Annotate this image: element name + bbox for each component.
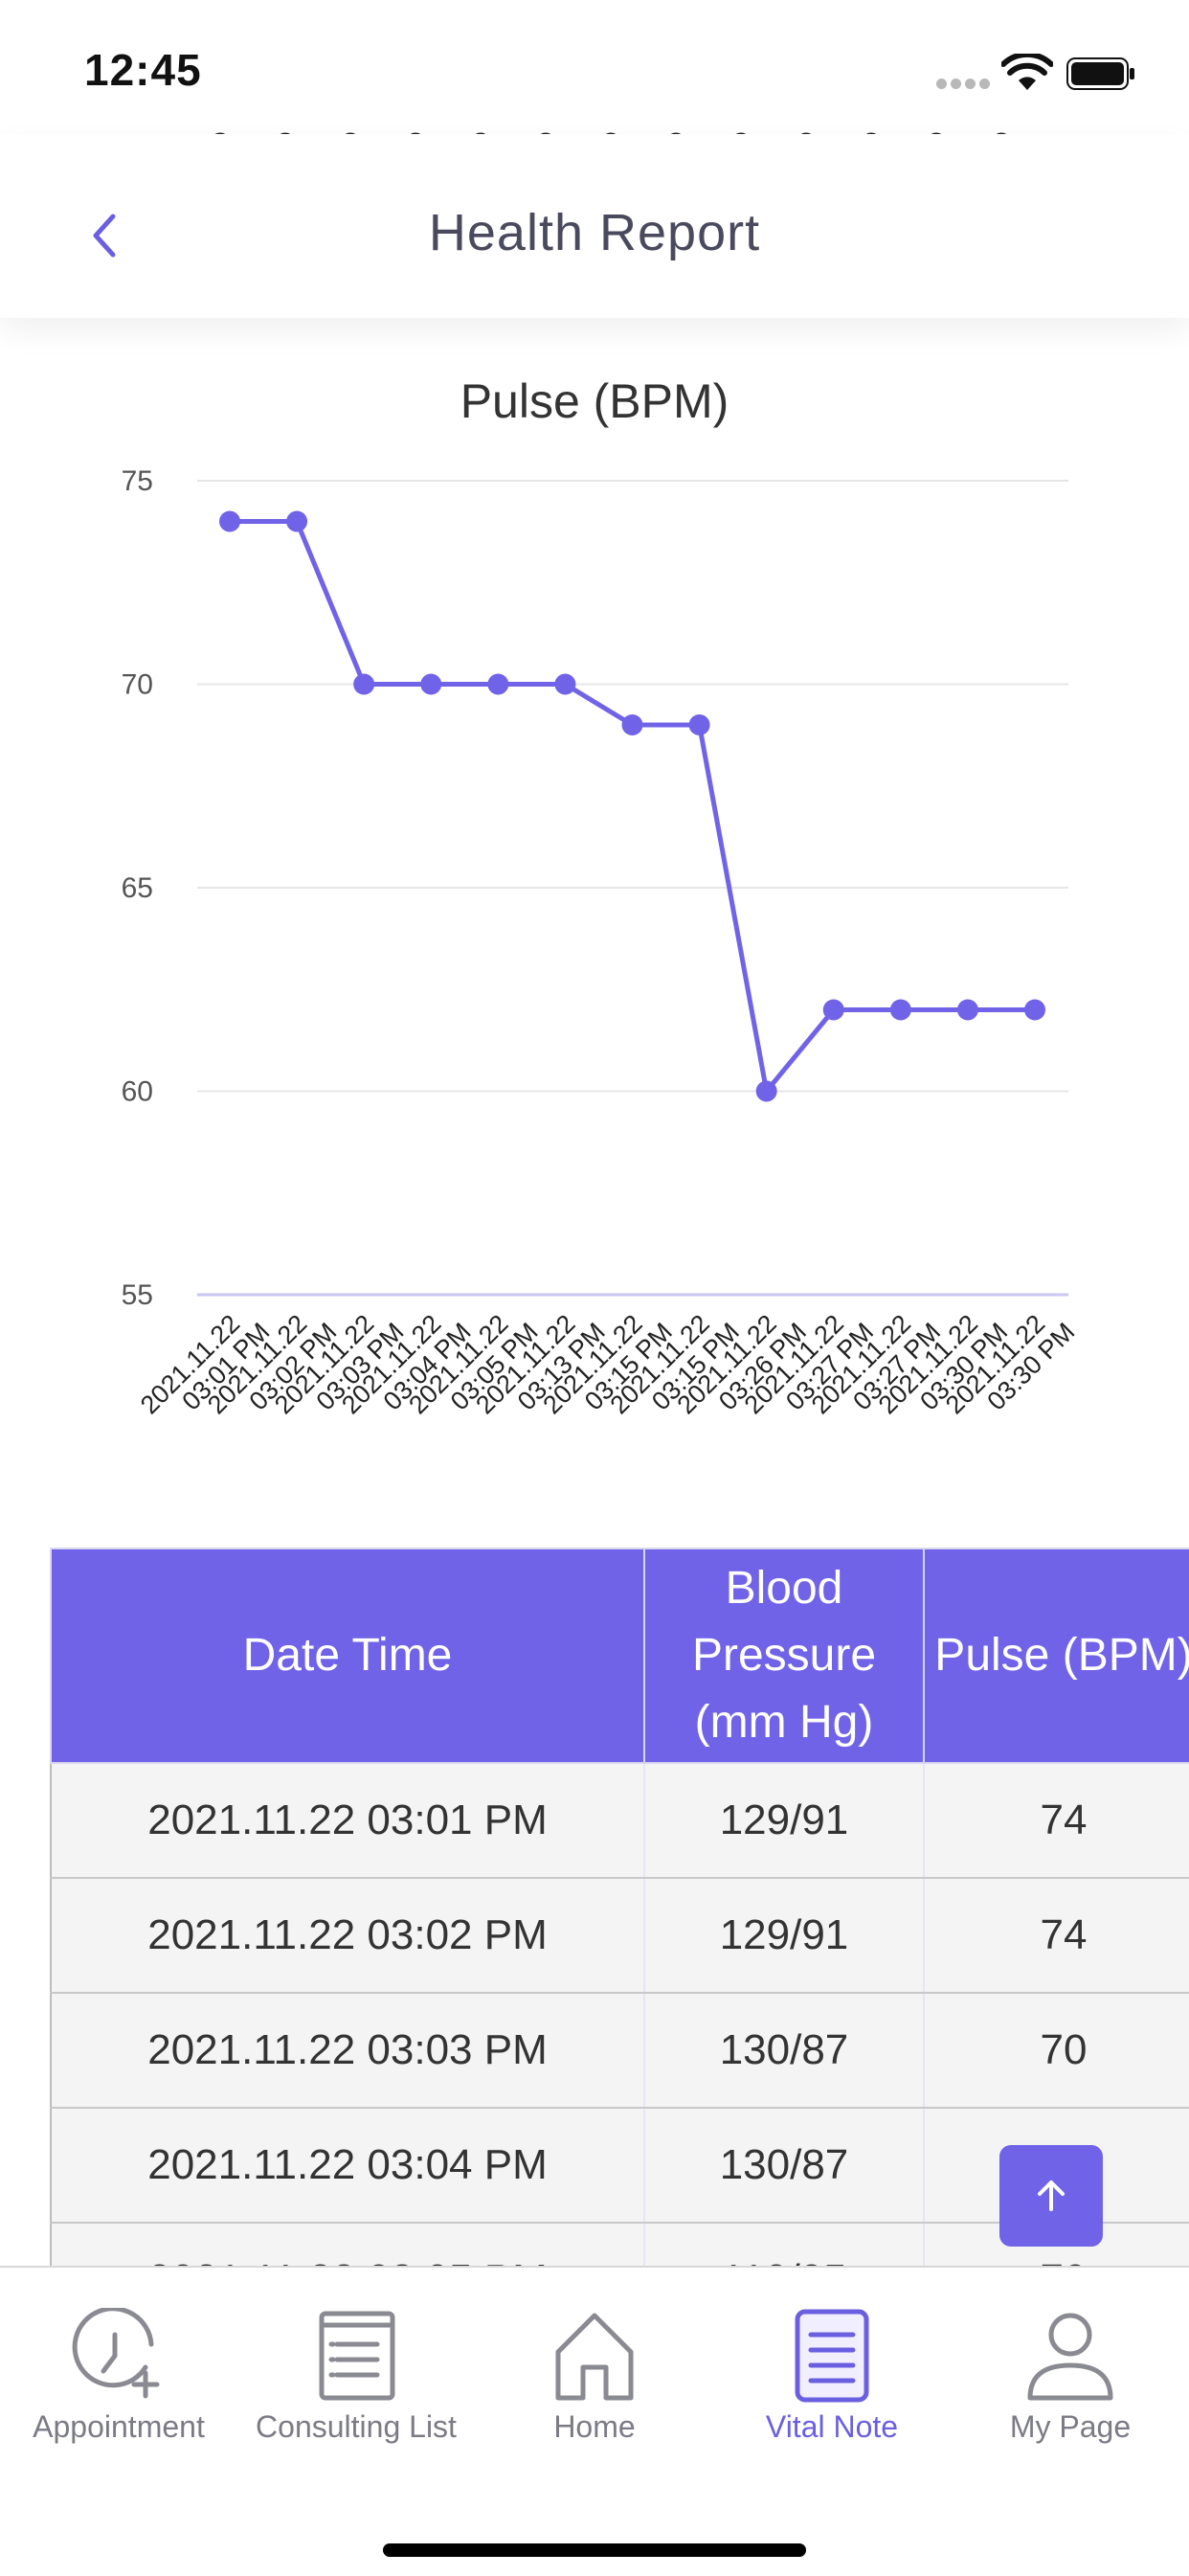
tab-home[interactable]: Home	[476, 2268, 713, 2459]
tab-label: Consulting List	[256, 2409, 457, 2444]
tab-vital-note[interactable]: Vital Note	[713, 2268, 951, 2459]
data-point	[1024, 999, 1045, 1021]
cell-pulse: 74	[923, 1762, 1189, 1879]
y-tick-label: 55	[122, 1279, 153, 1311]
status-bar: 12:45	[0, 0, 1189, 146]
tab-label: Vital Note	[765, 2409, 899, 2444]
tab-my-page[interactable]: My Page	[952, 2268, 1189, 2459]
nav-header: Health Report	[0, 134, 1189, 318]
data-point	[621, 714, 643, 735]
table-row: 2021.11.22 03:04 PM 130/87 70	[50, 2107, 1189, 2224]
y-tick-label: 60	[122, 1076, 153, 1108]
battery-icon	[1066, 57, 1134, 90]
cell-date-time: 2021.11.22 03:03 PM	[50, 1992, 645, 2109]
data-point	[889, 999, 911, 1021]
cellular-signal-icon	[936, 77, 994, 94]
cell-date-time: 2021.11.22 03:02 PM	[50, 1877, 645, 1994]
series-line	[230, 519, 1035, 1094]
cell-blood-pressure: 130/87	[643, 1992, 925, 2109]
user-icon	[1027, 2313, 1113, 2401]
tab-label: My Page	[1009, 2409, 1132, 2444]
home-icon	[555, 2313, 634, 2401]
chart-title: Pulse (BPM)	[460, 374, 729, 428]
tab-label: Appointment	[33, 2409, 205, 2444]
arrow-up-icon	[1038, 2181, 1065, 2211]
y-tick-label: 75	[122, 465, 153, 497]
data-point	[755, 1080, 777, 1102]
data-point	[822, 999, 844, 1021]
page-title: Health Report	[428, 204, 761, 261]
header-pulse: Pulse (BPM)	[923, 1548, 1189, 1764]
vital-table: Date Time Blood Pressure (mm Hg) Pulse (…	[50, 1548, 1189, 2339]
table-row: 2021.11.22 03:02 PM 129/91 74	[50, 1877, 1189, 1994]
tab-label: Home	[553, 2409, 636, 2444]
back-chevron-icon[interactable]	[77, 207, 134, 264]
clipboard-icon	[319, 2311, 395, 2401]
table-row: 2021.11.22 03:01 PM 129/91 74	[50, 1762, 1189, 1879]
data-point	[286, 510, 308, 532]
home-indicator	[383, 2543, 806, 2557]
data-point	[956, 999, 978, 1021]
cell-blood-pressure: 129/91	[643, 1762, 925, 1879]
y-tick-label: 70	[122, 669, 153, 701]
table-row: 2021.11.22 03:03 PM 130/87 70	[50, 1992, 1189, 2109]
cell-date-time: 2021.11.22 03:04 PM	[50, 2107, 645, 2224]
data-point	[353, 673, 375, 695]
scroll-to-top-button[interactable]	[999, 2145, 1103, 2247]
cell-blood-pressure: 130/87	[643, 2107, 925, 2224]
cell-date-time: 2021.11.22 03:01 PM	[50, 1762, 645, 1879]
data-point	[688, 714, 710, 735]
pulse-chart: 75 70 65 60 55 2021.11.2203:01 PM 2021.11.2203…	[0, 345, 1189, 1475]
cell-blood-pressure: 129/91	[643, 1877, 925, 1994]
table-header-row: Date Time Blood Pressure (mm Hg) Pulse (…	[50, 1548, 1189, 1764]
y-tick-label: 65	[122, 872, 153, 904]
data-point	[487, 673, 509, 695]
data-point	[554, 673, 576, 695]
clock-plus-icon	[72, 2308, 160, 2399]
wifi-icon	[1001, 54, 1053, 90]
note-icon	[795, 2309, 869, 2403]
header-date-time: Date Time	[50, 1548, 645, 1764]
data-point	[420, 673, 442, 695]
data-point	[219, 510, 240, 532]
bottom-tab-bar: Appointment Consulting List Home Vital N…	[0, 2266, 1189, 2576]
status-time: 12:45	[84, 45, 202, 95]
tab-appointment[interactable]: Appointment	[0, 2268, 237, 2459]
cell-pulse: 70	[923, 1992, 1189, 2109]
header-blood-pressure: Blood Pressure (mm Hg)	[643, 1548, 925, 1764]
cell-pulse: 74	[923, 1877, 1189, 1994]
tab-consulting-list[interactable]: Consulting List	[237, 2268, 475, 2459]
